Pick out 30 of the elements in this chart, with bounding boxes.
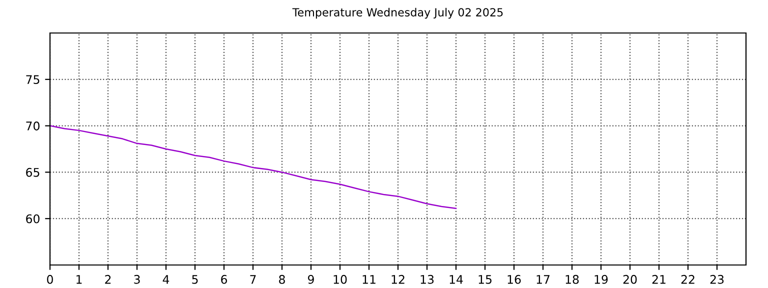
x-tick-label: 17 — [536, 275, 550, 284]
x-tick-label: 15 — [478, 275, 492, 284]
y-tick-label: 60 — [26, 214, 40, 224]
x-tick-label: 14 — [450, 275, 463, 284]
y-tick-label: 75 — [26, 75, 40, 84]
x-tick-label: 12 — [392, 274, 404, 284]
x-tick-label: 2 — [105, 274, 111, 284]
x-tick-label: 16 — [508, 274, 521, 284]
x-tick-label: 20 — [623, 274, 637, 284]
x-tick-label: 18 — [566, 274, 579, 284]
chart-title: Temperature Wednesday July 02 2025 — [292, 8, 503, 19]
x-tick-label: 6 — [221, 274, 228, 284]
x-tick-label: 11 — [362, 275, 376, 284]
x-tick-label: 13 — [420, 274, 434, 284]
y-tick-label: 65 — [26, 168, 40, 177]
line-series — [50, 125, 457, 210]
x-tick-label: 22 — [681, 274, 694, 284]
x-tick-label: 9 — [308, 274, 314, 284]
x-tick-label: 10 — [334, 274, 347, 284]
x-tick-label: 5 — [192, 275, 198, 284]
x-tick-label: 3 — [134, 274, 140, 284]
x-tick-label: 23 — [710, 274, 724, 284]
x-tick-label: 19 — [594, 274, 608, 284]
x-tick-label: 8 — [279, 274, 285, 284]
x-tick-label: 0 — [47, 274, 53, 284]
x-tick-label: 7 — [250, 275, 256, 284]
y-tick-label: 70 — [26, 122, 40, 130]
x-tick-label: 21 — [652, 274, 666, 284]
x-tick-label: 1 — [76, 275, 82, 284]
x-tick-label: 4 — [162, 275, 170, 284]
